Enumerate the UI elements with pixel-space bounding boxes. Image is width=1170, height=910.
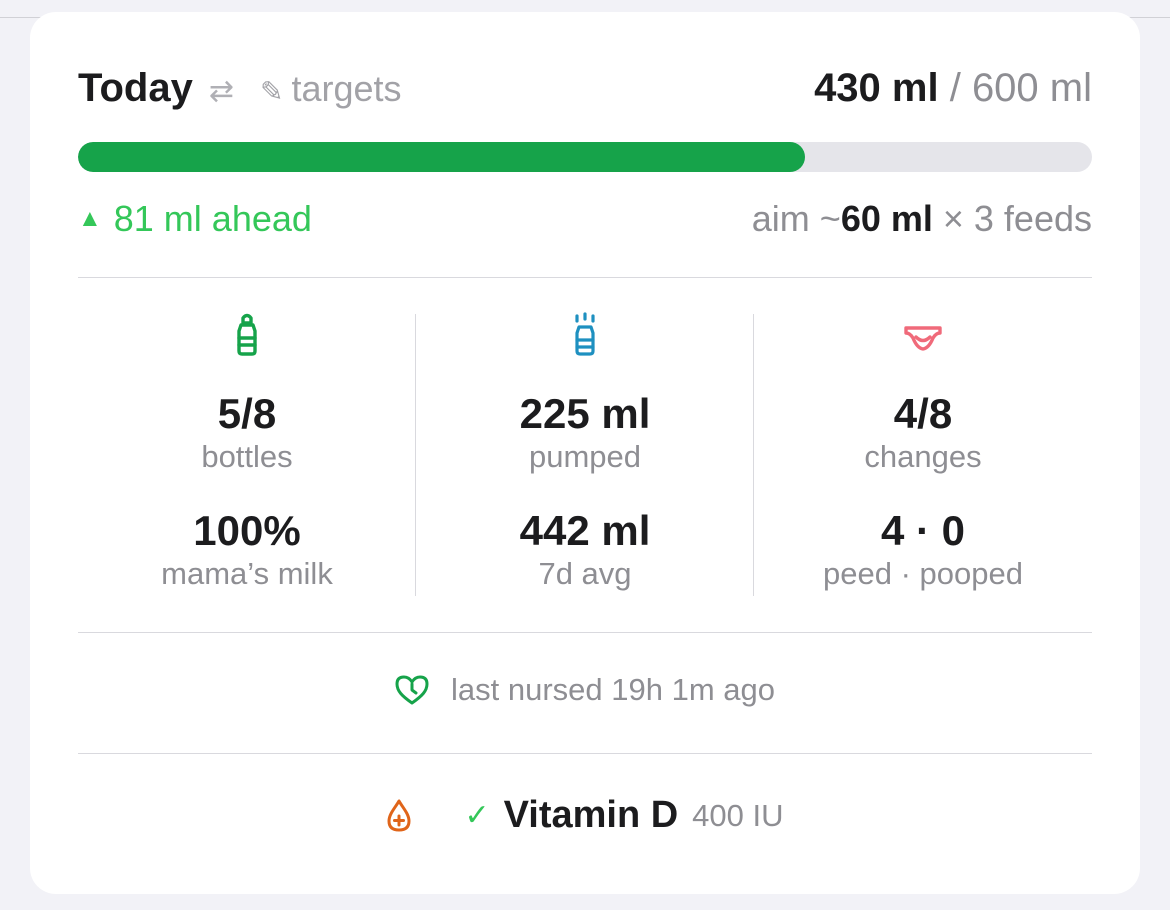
changes-stat: 4/8 changes xyxy=(754,390,1092,476)
targets-button[interactable]: ✎ targets xyxy=(260,68,402,110)
consumed-amount: 430 ml xyxy=(814,66,939,110)
changes-label: changes xyxy=(864,439,982,474)
vitamin-row[interactable]: ✓ Vitamin D 400 IU xyxy=(30,794,1140,837)
bottles-value: 5/8 xyxy=(217,390,277,437)
seven-day-avg-label: 7d avg xyxy=(538,556,632,591)
ahead-indicator: ▲ 81 ml ahead xyxy=(78,198,312,240)
aim-prefix: aim ~ xyxy=(751,198,841,239)
aim-amount: 60 ml xyxy=(840,198,933,239)
bottles-stat: 5/8 bottles xyxy=(78,390,416,476)
pump-icon xyxy=(575,312,595,356)
changes-value: 4/8 xyxy=(893,390,953,437)
card-header: Today ⇄ ✎ targets xyxy=(78,66,402,111)
drop-plus-icon xyxy=(387,799,411,831)
up-triangle-icon: ▲ xyxy=(78,205,102,232)
heart-clock-icon xyxy=(395,675,429,705)
peed-pooped-stat: 4 · 0 peed · pooped xyxy=(754,507,1092,593)
divider xyxy=(78,753,1092,754)
daily-total: 430 ml / 600 ml xyxy=(814,66,1092,111)
seven-day-avg-value: 442 ml xyxy=(519,507,651,554)
pencil-icon: ✎ xyxy=(259,76,284,107)
mamas-milk-label: mama’s milk xyxy=(161,556,333,591)
last-nursed-text: last nursed 19h 1m ago xyxy=(451,672,775,707)
divider xyxy=(78,277,1092,278)
target-amount: 600 ml xyxy=(971,66,1092,110)
intake-progress-fill xyxy=(78,142,806,172)
mamas-milk-value: 100% xyxy=(193,507,301,554)
peed-pooped-label: peed · pooped xyxy=(823,556,1023,591)
check-icon: ✓ xyxy=(464,799,490,832)
vitamin-name: Vitamin D xyxy=(503,794,679,836)
divider xyxy=(78,632,1092,633)
pumped-value: 225 ml xyxy=(519,390,651,437)
vitamin-dose: 400 IU xyxy=(692,797,784,833)
column-divider xyxy=(753,314,754,596)
mamas-milk-stat: 100% mama’s milk xyxy=(78,507,416,593)
card-title: Today xyxy=(78,66,193,110)
aim-suffix: × 3 feeds xyxy=(932,198,1092,239)
last-nursed-row[interactable]: last nursed 19h 1m ago xyxy=(30,672,1140,708)
total-separator: / xyxy=(938,66,972,110)
intake-progress-bar xyxy=(78,142,1092,172)
bottles-label: bottles xyxy=(201,439,293,474)
ahead-text: 81 ml ahead xyxy=(113,198,312,239)
feed-aim: aim ~60 ml × 3 feeds xyxy=(752,198,1092,240)
seven-day-avg-stat: 442 ml 7d avg xyxy=(416,507,754,593)
pumped-stat: 225 ml pumped xyxy=(416,390,754,476)
diaper-icon xyxy=(904,326,942,351)
targets-label: targets xyxy=(291,68,402,109)
bottle-icon xyxy=(237,313,257,356)
pumped-label: pumped xyxy=(528,439,642,474)
swap-icon[interactable]: ⇄ xyxy=(208,75,234,108)
peed-pooped-value: 4 · 0 xyxy=(880,507,966,554)
column-divider xyxy=(415,314,416,596)
daily-summary-card: Today ⇄ ✎ targets 430 ml / 600 ml ▲ 81 m… xyxy=(30,12,1140,894)
